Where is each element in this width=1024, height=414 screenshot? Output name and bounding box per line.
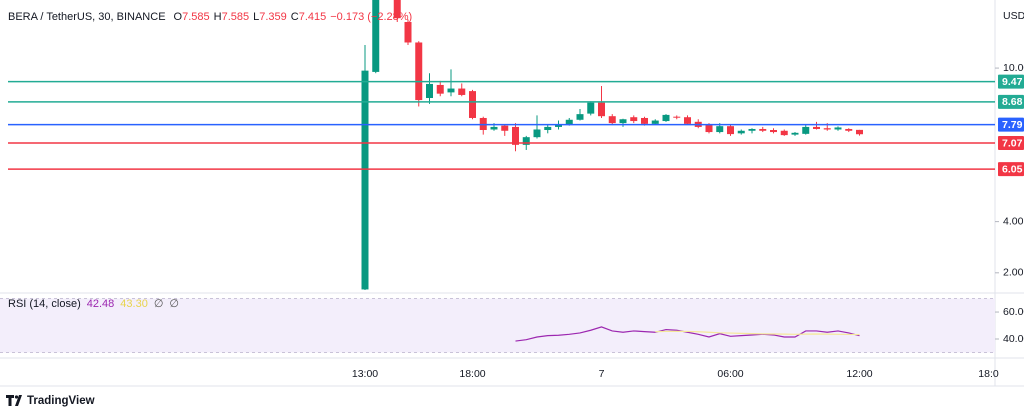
candle-body bbox=[737, 130, 745, 134]
ohlc-value: 7.585 bbox=[182, 11, 210, 23]
ohlc-value: 7.359 bbox=[259, 11, 287, 23]
x-tick-label: 13:00 bbox=[352, 368, 378, 380]
candle-body bbox=[845, 128, 853, 131]
candle-body bbox=[716, 126, 724, 133]
x-tick-label: 12:00 bbox=[846, 368, 872, 380]
candle-body bbox=[447, 88, 455, 93]
candle-body bbox=[393, 0, 401, 19]
rsi-value: 42.48 bbox=[87, 298, 115, 310]
level-tag bbox=[998, 136, 1024, 151]
candle-body bbox=[522, 137, 530, 145]
ohlc-label: L bbox=[253, 11, 259, 23]
candle-body bbox=[791, 132, 799, 135]
candle-body bbox=[759, 128, 767, 131]
candle-body bbox=[598, 102, 605, 117]
rsi-band bbox=[0, 298, 995, 353]
candle-body bbox=[436, 84, 444, 94]
level-tag bbox=[998, 162, 1024, 177]
x-tick-label: 06:00 bbox=[717, 368, 743, 380]
candle-body bbox=[576, 114, 584, 120]
candle-body bbox=[823, 128, 831, 130]
candle-body bbox=[651, 120, 659, 124]
level-tag bbox=[998, 74, 1024, 89]
level-label: 9.47 bbox=[1002, 76, 1023, 88]
candle-body bbox=[630, 117, 638, 122]
change: −0.173 (−2.28%) bbox=[330, 11, 412, 23]
candle-body bbox=[727, 126, 734, 135]
candle-body bbox=[555, 124, 562, 127]
candle-body bbox=[372, 0, 380, 72]
y-tick-label: 10.00 bbox=[1003, 62, 1024, 74]
candle-body bbox=[834, 127, 842, 130]
brand-logo bbox=[6, 395, 22, 406]
candle-body bbox=[533, 129, 541, 138]
candle-body bbox=[780, 130, 788, 136]
candle-body bbox=[469, 91, 476, 118]
rsi-header: RSI (14, close) 42.48 43.30 ∅ ∅ bbox=[8, 298, 179, 310]
rsi-value: ∅ bbox=[169, 298, 179, 310]
level-tag bbox=[998, 94, 1024, 109]
y-tick-label: 4.00 bbox=[1003, 215, 1024, 227]
x-tick-label: 7 bbox=[599, 368, 605, 380]
ohlc-value: 7.415 bbox=[299, 11, 327, 23]
rsi-value: ∅ bbox=[154, 298, 164, 310]
candle-body bbox=[662, 114, 670, 122]
candle-body bbox=[426, 83, 433, 99]
candle-body bbox=[501, 125, 509, 131]
candle-body bbox=[565, 119, 573, 125]
brand: TradingView bbox=[27, 395, 95, 407]
candle-body bbox=[404, 22, 412, 43]
candle-body bbox=[684, 117, 691, 124]
ohlc-value: 7.585 bbox=[222, 11, 250, 23]
level-label: 7.07 bbox=[1002, 137, 1023, 149]
level-tag bbox=[998, 117, 1024, 132]
currency: USD bbox=[1003, 10, 1024, 22]
ohlc-label: H bbox=[214, 11, 222, 23]
candle-body bbox=[587, 102, 595, 114]
level-label: 8.68 bbox=[1002, 96, 1023, 108]
rsi-title: RSI (14, close) bbox=[8, 298, 81, 310]
rsi-line bbox=[515, 326, 860, 342]
ohlc-label: C bbox=[291, 11, 299, 23]
y-tick-label: 40.00 bbox=[1003, 333, 1024, 345]
candle-body bbox=[641, 117, 648, 124]
rsi-line bbox=[655, 330, 860, 336]
candle-body bbox=[748, 128, 756, 131]
candle-body bbox=[512, 126, 519, 145]
ohlc-label: O bbox=[174, 11, 183, 23]
y-tick-label: 2.00 bbox=[1003, 267, 1024, 279]
symbol: BERA / TetherUS, 30, BINANCE bbox=[8, 11, 166, 23]
candle-body bbox=[813, 126, 820, 129]
candle-body bbox=[802, 126, 810, 134]
candle-body bbox=[544, 126, 552, 131]
candle-body bbox=[608, 116, 616, 124]
level-label: 7.79 bbox=[1002, 119, 1023, 131]
candle-body bbox=[705, 124, 713, 133]
candle-body bbox=[619, 119, 627, 124]
x-tick-label: 18:00 bbox=[459, 368, 485, 380]
candle-body bbox=[490, 126, 498, 130]
candle-body bbox=[673, 116, 681, 118]
x-tick-label: 18:0 bbox=[978, 368, 999, 380]
y-tick-label: 60.00 bbox=[1003, 306, 1024, 318]
candle-body bbox=[770, 130, 777, 133]
chart-header: BERA / TetherUS, 30, BINANCE O7.585 H7.585… bbox=[8, 11, 412, 23]
candle-body bbox=[856, 129, 863, 135]
candle-body bbox=[415, 42, 423, 101]
level-label: 6.05 bbox=[1002, 163, 1023, 175]
candle-body bbox=[361, 70, 369, 290]
rsi-value: 43.30 bbox=[120, 298, 148, 310]
candle-body bbox=[458, 88, 466, 95]
